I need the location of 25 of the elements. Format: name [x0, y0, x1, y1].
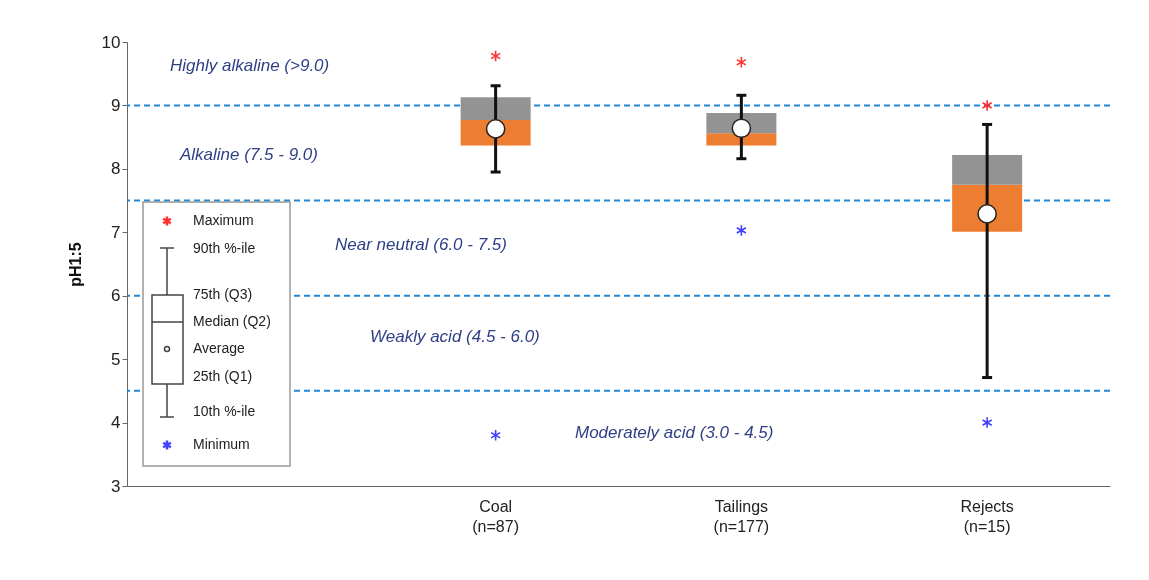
annotation: Weakly acid (4.5 - 6.0) — [370, 327, 540, 346]
annotation: Alkaline (7.5 - 9.0) — [179, 145, 318, 164]
annotation: Highly alkaline (>9.0) — [170, 56, 330, 75]
annotation: 10th %-ile — [193, 403, 256, 419]
annotation: Near neutral (6.0 - 7.5) — [335, 235, 507, 254]
y-tick-label: 6 — [111, 286, 121, 306]
y-tick-label: 4 — [111, 413, 121, 433]
y-tick-label: 7 — [111, 222, 121, 242]
annotation: Average — [193, 340, 246, 356]
y-tick-label: 8 — [111, 159, 121, 179]
y-axis-title: pH1:5 — [66, 242, 84, 287]
y-tick-label: 5 — [111, 349, 121, 369]
legend-label: Maximum — [193, 212, 254, 228]
y-tick-label: 3 — [111, 476, 121, 496]
x-tick-label: Rejects (n=15) — [960, 497, 1014, 535]
x-tick-label: Coal (n=87) — [472, 497, 519, 535]
legend-label: Minimum — [193, 436, 250, 452]
annotation: 75th (Q3) — [193, 286, 253, 302]
annotation: Moderately acid (3.0 - 4.5) — [575, 423, 774, 442]
y-tick-label: 10 — [101, 32, 121, 52]
annotation: 90th %-ile — [193, 240, 256, 256]
x-tick-label: Tailings (n=177) — [713, 497, 770, 535]
y-tick-label: 9 — [111, 95, 121, 115]
annotation: Median (Q2) — [193, 313, 271, 329]
annotation: 25th (Q1) — [193, 368, 253, 384]
